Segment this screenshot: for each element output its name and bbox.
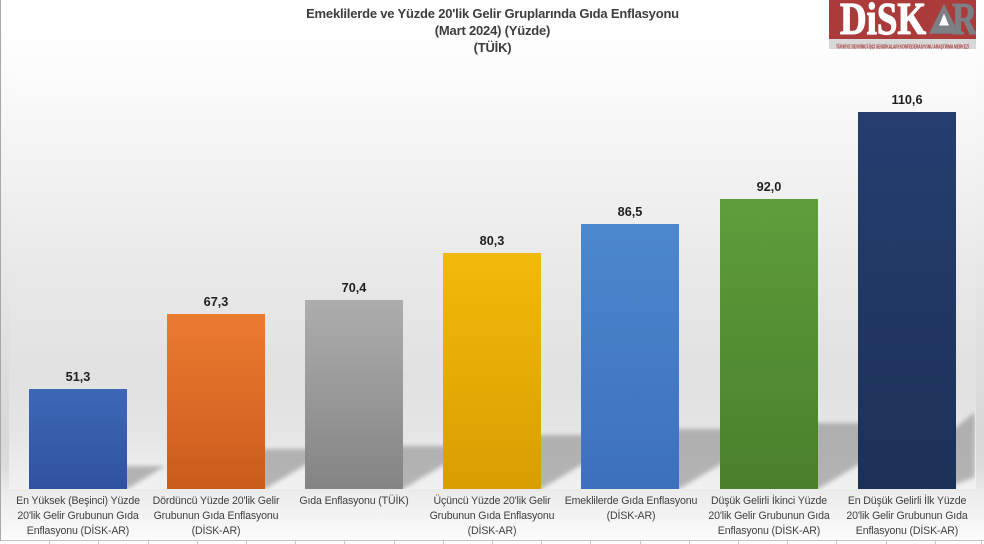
svg-text:TÜRKİYE DEVRİMCİ İŞÇİ SENDİKAL: TÜRKİYE DEVRİMCİ İŞÇİ SENDİKALARI KONFED… <box>836 44 969 51</box>
svg-text:DiSK: DiSK <box>840 0 926 39</box>
svg-text:R: R <box>952 0 976 39</box>
